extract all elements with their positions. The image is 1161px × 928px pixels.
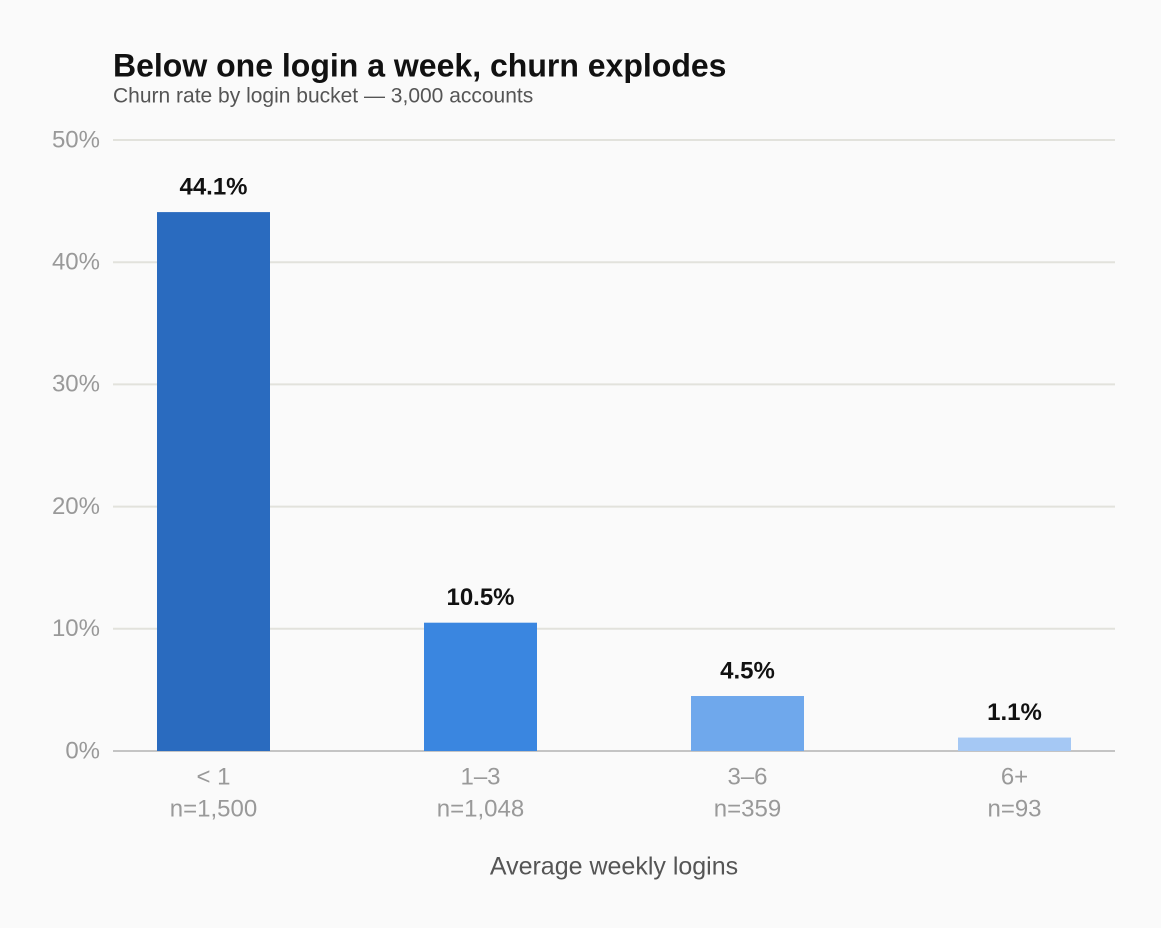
y-tick-label: 40%	[52, 249, 100, 276]
x-tick-label: < 1	[196, 763, 230, 790]
y-tick-label: 30%	[52, 371, 100, 398]
value-label: 44.1%	[179, 173, 247, 200]
y-tick-label: 0%	[65, 737, 100, 764]
x-tick-sublabel: n=359	[714, 795, 781, 822]
x-tick-sublabel: n=1,500	[170, 795, 257, 822]
x-tick-label: 6+	[1001, 763, 1028, 790]
y-tick-label: 50%	[52, 126, 100, 153]
y-tick-label: 20%	[52, 493, 100, 520]
x-axis-label: Average weekly logins	[490, 853, 738, 881]
bar	[157, 212, 270, 751]
bar	[424, 622, 537, 751]
x-tick-sublabel: n=93	[987, 795, 1041, 822]
value-label: 4.5%	[720, 657, 775, 684]
chart-title: Below one login a week, churn explodes	[113, 47, 726, 83]
x-tick-label: 1–3	[460, 763, 500, 790]
value-label: 10.5%	[446, 584, 514, 611]
x-tick-label: 3–6	[727, 763, 767, 790]
bar	[691, 696, 804, 751]
chart-subtitle: Churn rate by login bucket — 3,000 accou…	[113, 85, 533, 108]
x-tick-sublabel: n=1,048	[437, 795, 524, 822]
y-tick-label: 10%	[52, 615, 100, 642]
value-label: 1.1%	[987, 699, 1042, 726]
bar	[958, 737, 1071, 751]
